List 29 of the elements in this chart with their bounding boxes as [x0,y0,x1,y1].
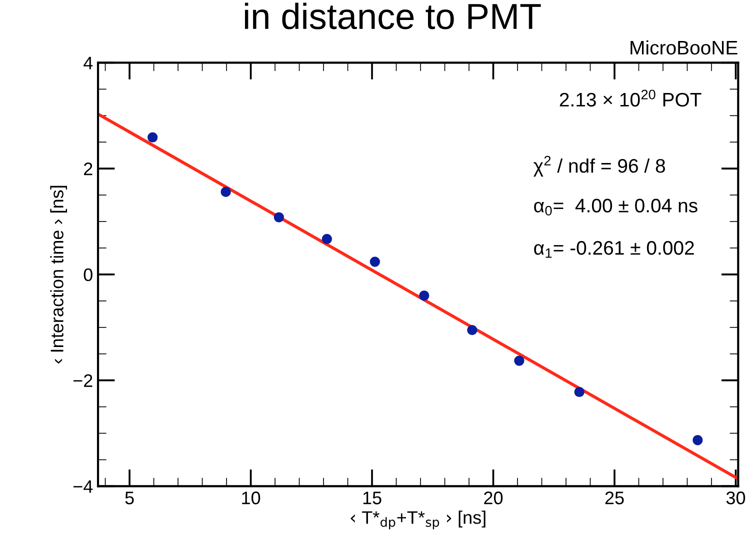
point [370,256,380,267]
point [514,356,524,366]
x-tick-label: 30 [726,492,746,504]
y-tick-label: 2 [84,162,92,176]
point [419,290,430,301]
x-tick-label: 5 [125,492,134,504]
y-axis-title: ‹ Interaction time › [ns] [50,186,68,364]
y-tick-label: −2 [73,374,92,387]
x-tick-label: 10 [242,492,260,504]
point [692,435,703,446]
chart-title: in distance to PMT [244,2,541,30]
text: MicroBooNE [630,40,738,55]
point [467,324,478,336]
y-tick-label: 0 [84,268,92,282]
y-tick-label: 4 [84,56,93,70]
point [322,234,332,244]
point [220,186,231,197]
x-tick-label: 20 [484,492,503,504]
point [274,212,284,222]
annotation: χ$^{2}$ / ndf = 96 / 8 [534,156,665,177]
point [574,386,584,398]
y-tick-label: −4 [73,480,93,493]
point [147,132,158,142]
annotation: α$_{0}$= 4.00 ± 0.04 ns [534,198,698,216]
x-axis-title: ‹ T*$_{dp}$+T*$_{sp}$ › [ns] [350,510,486,530]
x-tick-label: 25 [605,492,624,504]
annotation: 2.13 × 10$^{20}$ POT [560,90,702,107]
x-tick-label: 15 [363,492,382,504]
annotation: α$_{1}$= -0.261 ± 0.002 [534,241,694,258]
